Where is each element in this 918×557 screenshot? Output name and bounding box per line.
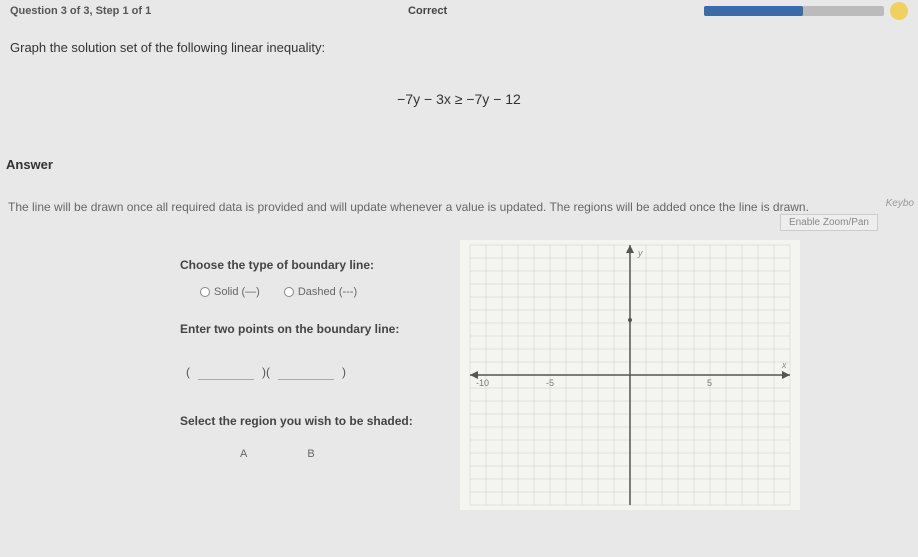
y-axis-label: y <box>637 248 643 258</box>
graph-canvas[interactable]: y x -10 -5 5 <box>460 240 800 510</box>
progress-wrap <box>704 2 908 20</box>
solid-radio-label: Solid (—) <box>214 286 260 298</box>
main-area: Choose the type of boundary line: Solid … <box>0 222 918 510</box>
tick-5: 5 <box>707 378 712 388</box>
sample-point <box>628 318 632 322</box>
paren-sep: )( <box>262 365 270 379</box>
prompt-text: Graph the solution set of the following … <box>0 22 918 61</box>
keyboard-hint: Keybo <box>886 198 914 209</box>
boundary-radio-row: Solid (—) Dashed (---) <box>180 282 440 306</box>
shade-row: A B <box>180 438 440 460</box>
point2-input[interactable] <box>278 364 334 380</box>
radio-icon <box>284 287 294 297</box>
question-step-label: Question 3 of 3, Step 1 of 1 <box>10 5 151 17</box>
graph-svg: y x -10 -5 5 <box>460 240 800 510</box>
progress-bar <box>704 6 884 16</box>
tick-neg5: -5 <box>546 378 554 388</box>
points-row: ( )( ) <box>180 346 440 380</box>
dashed-radio[interactable]: Dashed (---) <box>284 286 357 298</box>
points-label: Enter two points on the boundary line: <box>180 322 440 336</box>
tick-neg10: -10 <box>476 378 489 388</box>
region-b-button[interactable]: B <box>307 448 314 460</box>
shade-label: Select the region you wish to be shaded: <box>180 414 440 428</box>
solid-radio[interactable]: Solid (—) <box>200 286 260 298</box>
zoom-pan-button[interactable]: Enable Zoom/Pan <box>780 214 878 231</box>
answer-label: Answer <box>0 137 918 172</box>
x-axis-label: x <box>781 360 787 370</box>
controls-panel: Choose the type of boundary line: Solid … <box>180 222 440 510</box>
correct-label: Correct <box>151 5 704 17</box>
graph-side: Enable Zoom/Pan y x -10 -5 5 <box>460 222 918 510</box>
equation-text: −7y − 3x ≥ −7y − 12 <box>0 61 918 137</box>
region-a-button[interactable]: A <box>240 448 247 460</box>
radio-icon <box>200 287 210 297</box>
top-bar: Question 3 of 3, Step 1 of 1 Correct <box>0 0 918 22</box>
dashed-radio-label: Dashed (---) <box>298 286 357 298</box>
paren-open: ( <box>186 365 190 379</box>
paren-close: ) <box>342 365 346 379</box>
point1-input[interactable] <box>198 364 254 380</box>
progress-fill <box>704 6 803 16</box>
boundary-type-label: Choose the type of boundary line: <box>180 258 440 272</box>
hint-icon[interactable] <box>890 2 908 20</box>
